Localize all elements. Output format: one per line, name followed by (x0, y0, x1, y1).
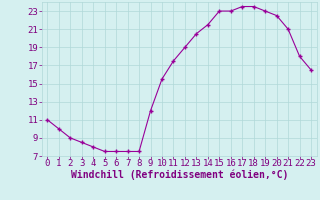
X-axis label: Windchill (Refroidissement éolien,°C): Windchill (Refroidissement éolien,°C) (70, 170, 288, 180)
